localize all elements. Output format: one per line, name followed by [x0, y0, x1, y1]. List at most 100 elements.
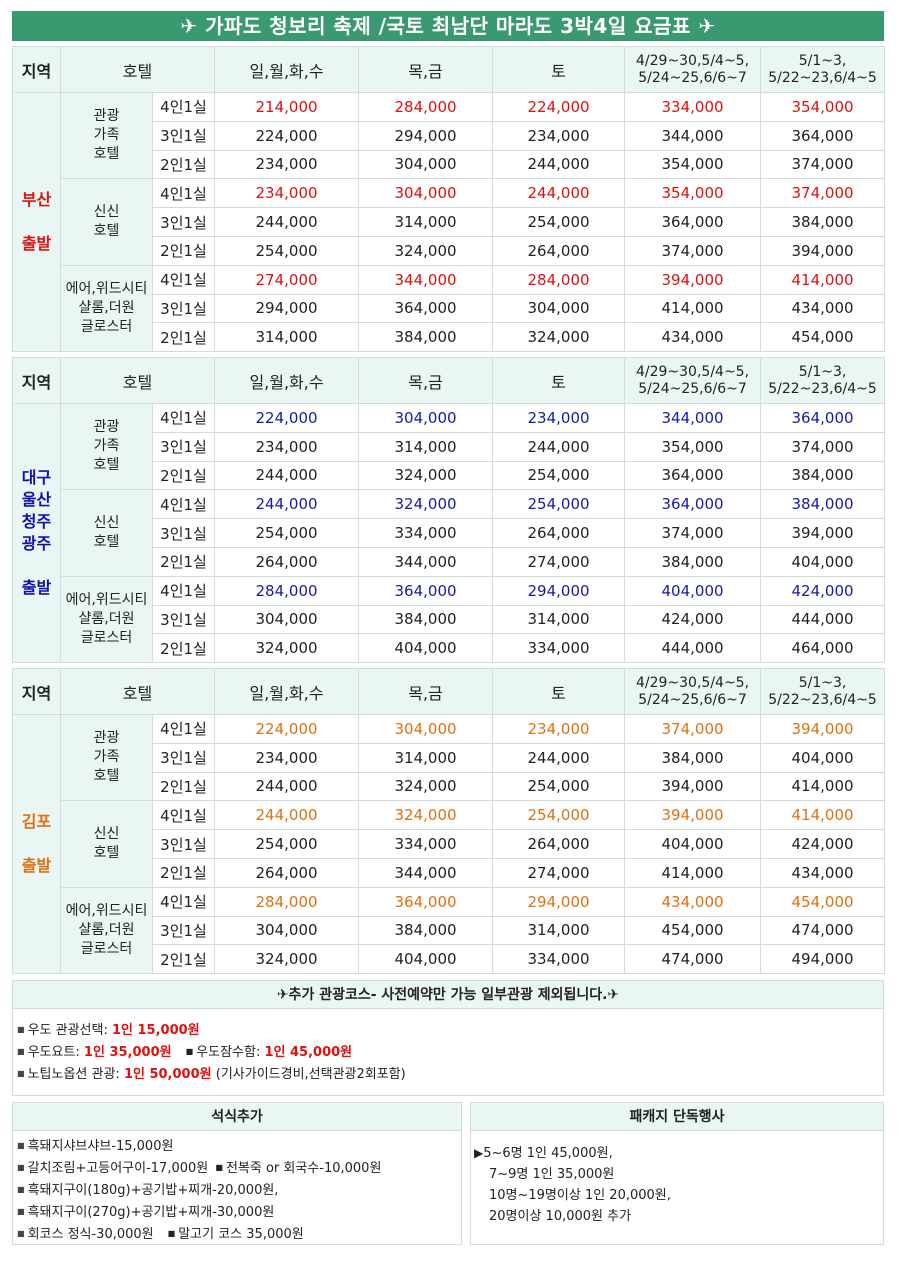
- tour-price: 1인 15,000원: [111, 1023, 200, 1038]
- package-header: 패캐지 단독행사: [471, 1103, 883, 1131]
- price-cell: 344,000: [624, 120, 762, 151]
- price-cell: 254,000: [214, 518, 360, 548]
- room-type: 3인1실: [151, 207, 216, 237]
- table-row: 신신 호텔 4인1실 244,000 324,000 254,000 364,000 384,…: [13, 489, 886, 577]
- table-row: 3인1실 244,000 314,000 254,000 364,000 384,000: [13, 207, 886, 237]
- price-cell: 324,000: [358, 800, 494, 831]
- header-hotel: 호텔: [59, 357, 216, 404]
- room-type: 4인1실: [151, 714, 216, 744]
- table-header-row: 지역 호텔 일,월,화,수 목,금 토 4/29~30,5/4~5, 5/24~25,6/6…: [12, 668, 886, 715]
- price-cell: 234,000: [214, 742, 360, 773]
- price-cell: 374,000: [760, 431, 886, 462]
- room-type: 4인1실: [151, 92, 216, 122]
- departure-label: 출발: [21, 856, 52, 876]
- price-cell: 384,000: [358, 604, 494, 635]
- price-cell: 304,000: [358, 149, 494, 180]
- price-cell: 314,000: [214, 322, 360, 353]
- hotel-cell: 신신 호텔: [60, 489, 153, 577]
- price-cell: 454,000: [760, 886, 886, 917]
- play-arrow-icon: ▶: [474, 1146, 484, 1160]
- region-name: 광주: [21, 534, 52, 554]
- header-period-b: 5/1~3, 5/22~23,6/4~5: [760, 46, 886, 93]
- price-cell: 254,000: [492, 207, 626, 237]
- region-name: 부산: [21, 190, 52, 210]
- table-row: 신신 호텔 4인1실 244,000 324,000 254,000 394,000 414,…: [13, 800, 886, 888]
- price-cell: 414,000: [760, 800, 886, 831]
- price-cell: 394,000: [760, 235, 886, 266]
- table-row: 부산 출발 관광 가족 호텔 4인1실 214,000 284,000 224,000 334,0…: [12, 91, 886, 353]
- hotel-cell: 신신 호텔: [60, 178, 153, 266]
- price-cell: 404,000: [624, 829, 762, 859]
- price-cell: 274,000: [214, 264, 360, 295]
- price-cell: 234,000: [214, 178, 360, 209]
- table-row: 3인1실 254,000 334,000 264,000 374,000 394,000: [13, 518, 886, 548]
- hotel-cell: 관광 가족 호텔: [60, 402, 153, 491]
- room-type: 3인1실: [151, 431, 216, 462]
- price-cell: 384,000: [760, 489, 886, 520]
- room-type: 4인1실: [151, 178, 216, 209]
- header-period-a: 4/29~30,5/4~5, 5/24~25,6/6~7: [624, 46, 762, 93]
- tour-price: 1인 35,000원: [83, 1045, 172, 1060]
- package-line: 20명이상 10,000원 추가: [489, 1209, 632, 1224]
- dinner-add-box: 석식추가 흑돼지샤브샤브-15,000원 갈치조림+고등어구이-17,000원 …: [12, 1102, 462, 1245]
- price-cell: 414,000: [624, 857, 762, 888]
- room-type: 3인1실: [151, 604, 216, 635]
- price-cell: 344,000: [358, 546, 494, 577]
- header-region: 지역: [12, 46, 61, 93]
- price-cell: 374,000: [760, 149, 886, 180]
- hotel-cell: 관광 가족 호텔: [60, 713, 153, 802]
- meal-item: 갈치조림+고등어구이-17,000원 ■전복죽 or 회국수-10,000원: [17, 1157, 457, 1179]
- room-type: 4인1실: [151, 800, 216, 831]
- header-hotel: 호텔: [59, 46, 216, 93]
- package-line: ▶5~6명 1인 45,000원,: [474, 1143, 883, 1164]
- dinner-add-header: 석식추가: [13, 1103, 461, 1131]
- price-cell: 214,000: [214, 92, 360, 122]
- price-cell: 354,000: [624, 431, 762, 462]
- room-type: 3인1실: [151, 915, 216, 946]
- price-cell: 364,000: [358, 575, 494, 606]
- price-cell: 334,000: [358, 518, 494, 548]
- table-row: 2인1실 244,000 324,000 254,000 394,000 414,000: [13, 771, 886, 802]
- header-weekday: 일,월,화,수: [214, 357, 360, 404]
- price-cell: 384,000: [358, 322, 494, 353]
- price-cell: 314,000: [358, 207, 494, 237]
- price-cell: 334,000: [624, 92, 762, 122]
- price-cell: 434,000: [760, 293, 886, 324]
- price-cell: 324,000: [358, 771, 494, 802]
- price-cell: 264,000: [492, 235, 626, 266]
- price-cell: 314,000: [492, 604, 626, 635]
- price-cell: 314,000: [492, 915, 626, 946]
- table-row: 에어,위드시티 샬롬,더원 글로스터 4인1실 274,000 344,000 284,00…: [13, 264, 886, 353]
- price-cell: 224,000: [492, 92, 626, 122]
- price-cell: 384,000: [760, 207, 886, 237]
- price-cell: 404,000: [760, 742, 886, 773]
- table-row: 에어,위드시티 샬롬,더원 글로스터 4인1실 284,000 364,000 294,00…: [13, 575, 886, 664]
- region-name: 김포: [21, 812, 52, 832]
- price-cell: 224,000: [214, 120, 360, 151]
- price-cell: 434,000: [624, 322, 762, 353]
- table-row: 대구 울산 청주 광주 출발 관광 가족 호텔 4인1실 224,000 304,000 234,00…: [12, 402, 886, 664]
- price-cell: 294,000: [492, 575, 626, 606]
- price-cell: 404,000: [358, 633, 494, 664]
- hotel-cell: 신신 호텔: [60, 800, 153, 888]
- price-cell: 444,000: [760, 604, 886, 635]
- price-cell: 394,000: [760, 518, 886, 548]
- package-text: 5~6명 1인 45,000원,: [483, 1146, 613, 1161]
- region-name: 대구: [21, 468, 52, 488]
- price-cell: 414,000: [760, 771, 886, 802]
- table-row: 3인1실 294,000 364,000 304,000 414,000 434,000: [13, 293, 886, 324]
- price-cell: 424,000: [760, 575, 886, 606]
- price-cell: 324,000: [358, 235, 494, 266]
- price-cell: 374,000: [624, 235, 762, 266]
- table-row: 3인1실 224,000 294,000 234,000 344,000 364,000: [13, 120, 886, 151]
- header-hotel: 호텔: [59, 668, 216, 715]
- price-cell: 364,000: [760, 403, 886, 433]
- price-cell: 284,000: [214, 575, 360, 606]
- extra-tour-header: ✈추가 관광코스- 사전예약만 가능 일부관광 제외됩니다.✈: [13, 981, 883, 1009]
- room-type: 2인1실: [151, 235, 216, 266]
- tour-label: 우도 관광선택:: [27, 1023, 112, 1038]
- meal-text: 회코스 정식-30,000원: [27, 1227, 154, 1242]
- price-cell: 304,000: [214, 915, 360, 946]
- price-cell: 434,000: [624, 886, 762, 917]
